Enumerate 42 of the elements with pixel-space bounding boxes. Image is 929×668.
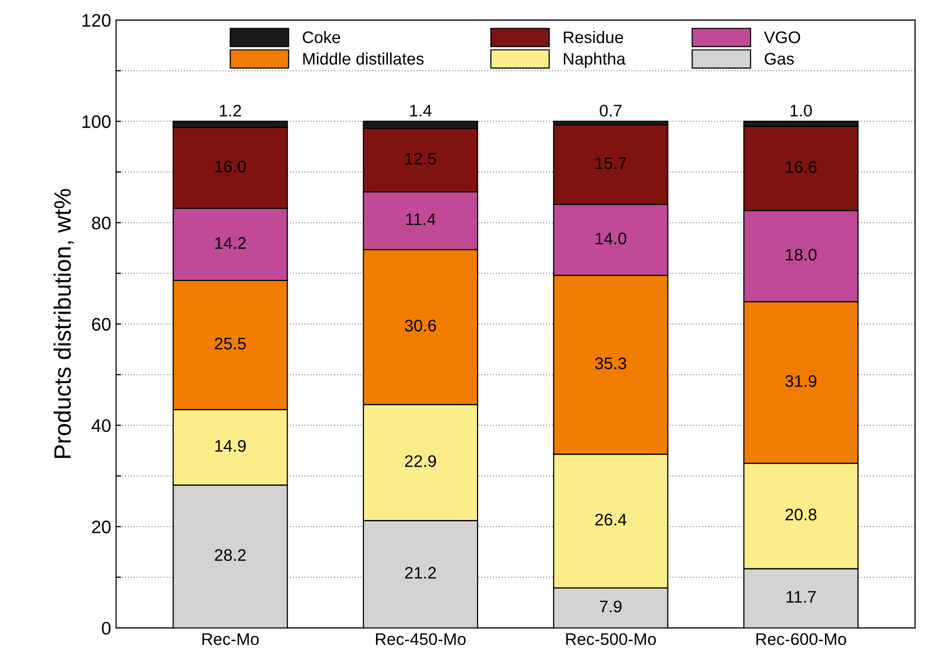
legend-label: Middle distillates [303,52,424,65]
data-label: 25.5 [214,338,246,350]
legend-label: Coke [302,30,340,44]
data-label: 15.7 [596,158,626,170]
x-tick-label: Rec-450-Mo [376,633,466,646]
data-label: 11.4 [406,213,436,225]
data-label: 26.4 [595,514,626,526]
data-label: 14.2 [215,237,246,249]
legend-label: Gas [764,52,794,65]
data-label: 22.9 [405,455,436,467]
data-label: 1.2 [220,104,242,116]
x-tick-label: Rec-600-Mo [756,633,846,646]
y-axis-title: Products distribution, wt% [54,188,74,458]
data-label: 7.9 [600,600,622,612]
data-label: 12.5 [406,152,436,165]
data-label: 18.0 [786,248,816,261]
y-tick-label: 0 [102,622,111,635]
data-label: 1.0 [790,104,812,117]
legend-label: VGO [764,31,800,44]
data-label: 11.7 [786,591,816,603]
y-tick-label: 60 [92,318,111,331]
legend-label: Residue [564,30,623,44]
data-label: 31.9 [785,375,816,387]
x-tick-label: Rec-500-Mo [566,633,656,646]
data-label: 28.2 [214,549,246,561]
legend-label: Naphtha [564,52,626,68]
x-tick-label: Rec-Mo [202,633,259,646]
data-label: 16.6 [786,161,816,173]
y-tick-label: 20 [92,520,111,534]
data-label: 20.8 [786,508,816,520]
y-tick-label: 120 [82,14,111,27]
y-tick-label: 100 [82,115,111,128]
data-label: 1.4 [410,104,432,116]
data-label: 21.2 [405,566,436,579]
data-label: 14.9 [215,440,246,452]
data-label: 35.3 [595,357,626,370]
y-tick-label: 80 [92,216,111,230]
data-label: 30.6 [404,320,436,332]
data-label: 0.7 [600,104,622,117]
data-label: 16.0 [215,160,246,172]
data-label: 14.0 [596,232,626,244]
y-tick-label: 40 [92,419,111,432]
